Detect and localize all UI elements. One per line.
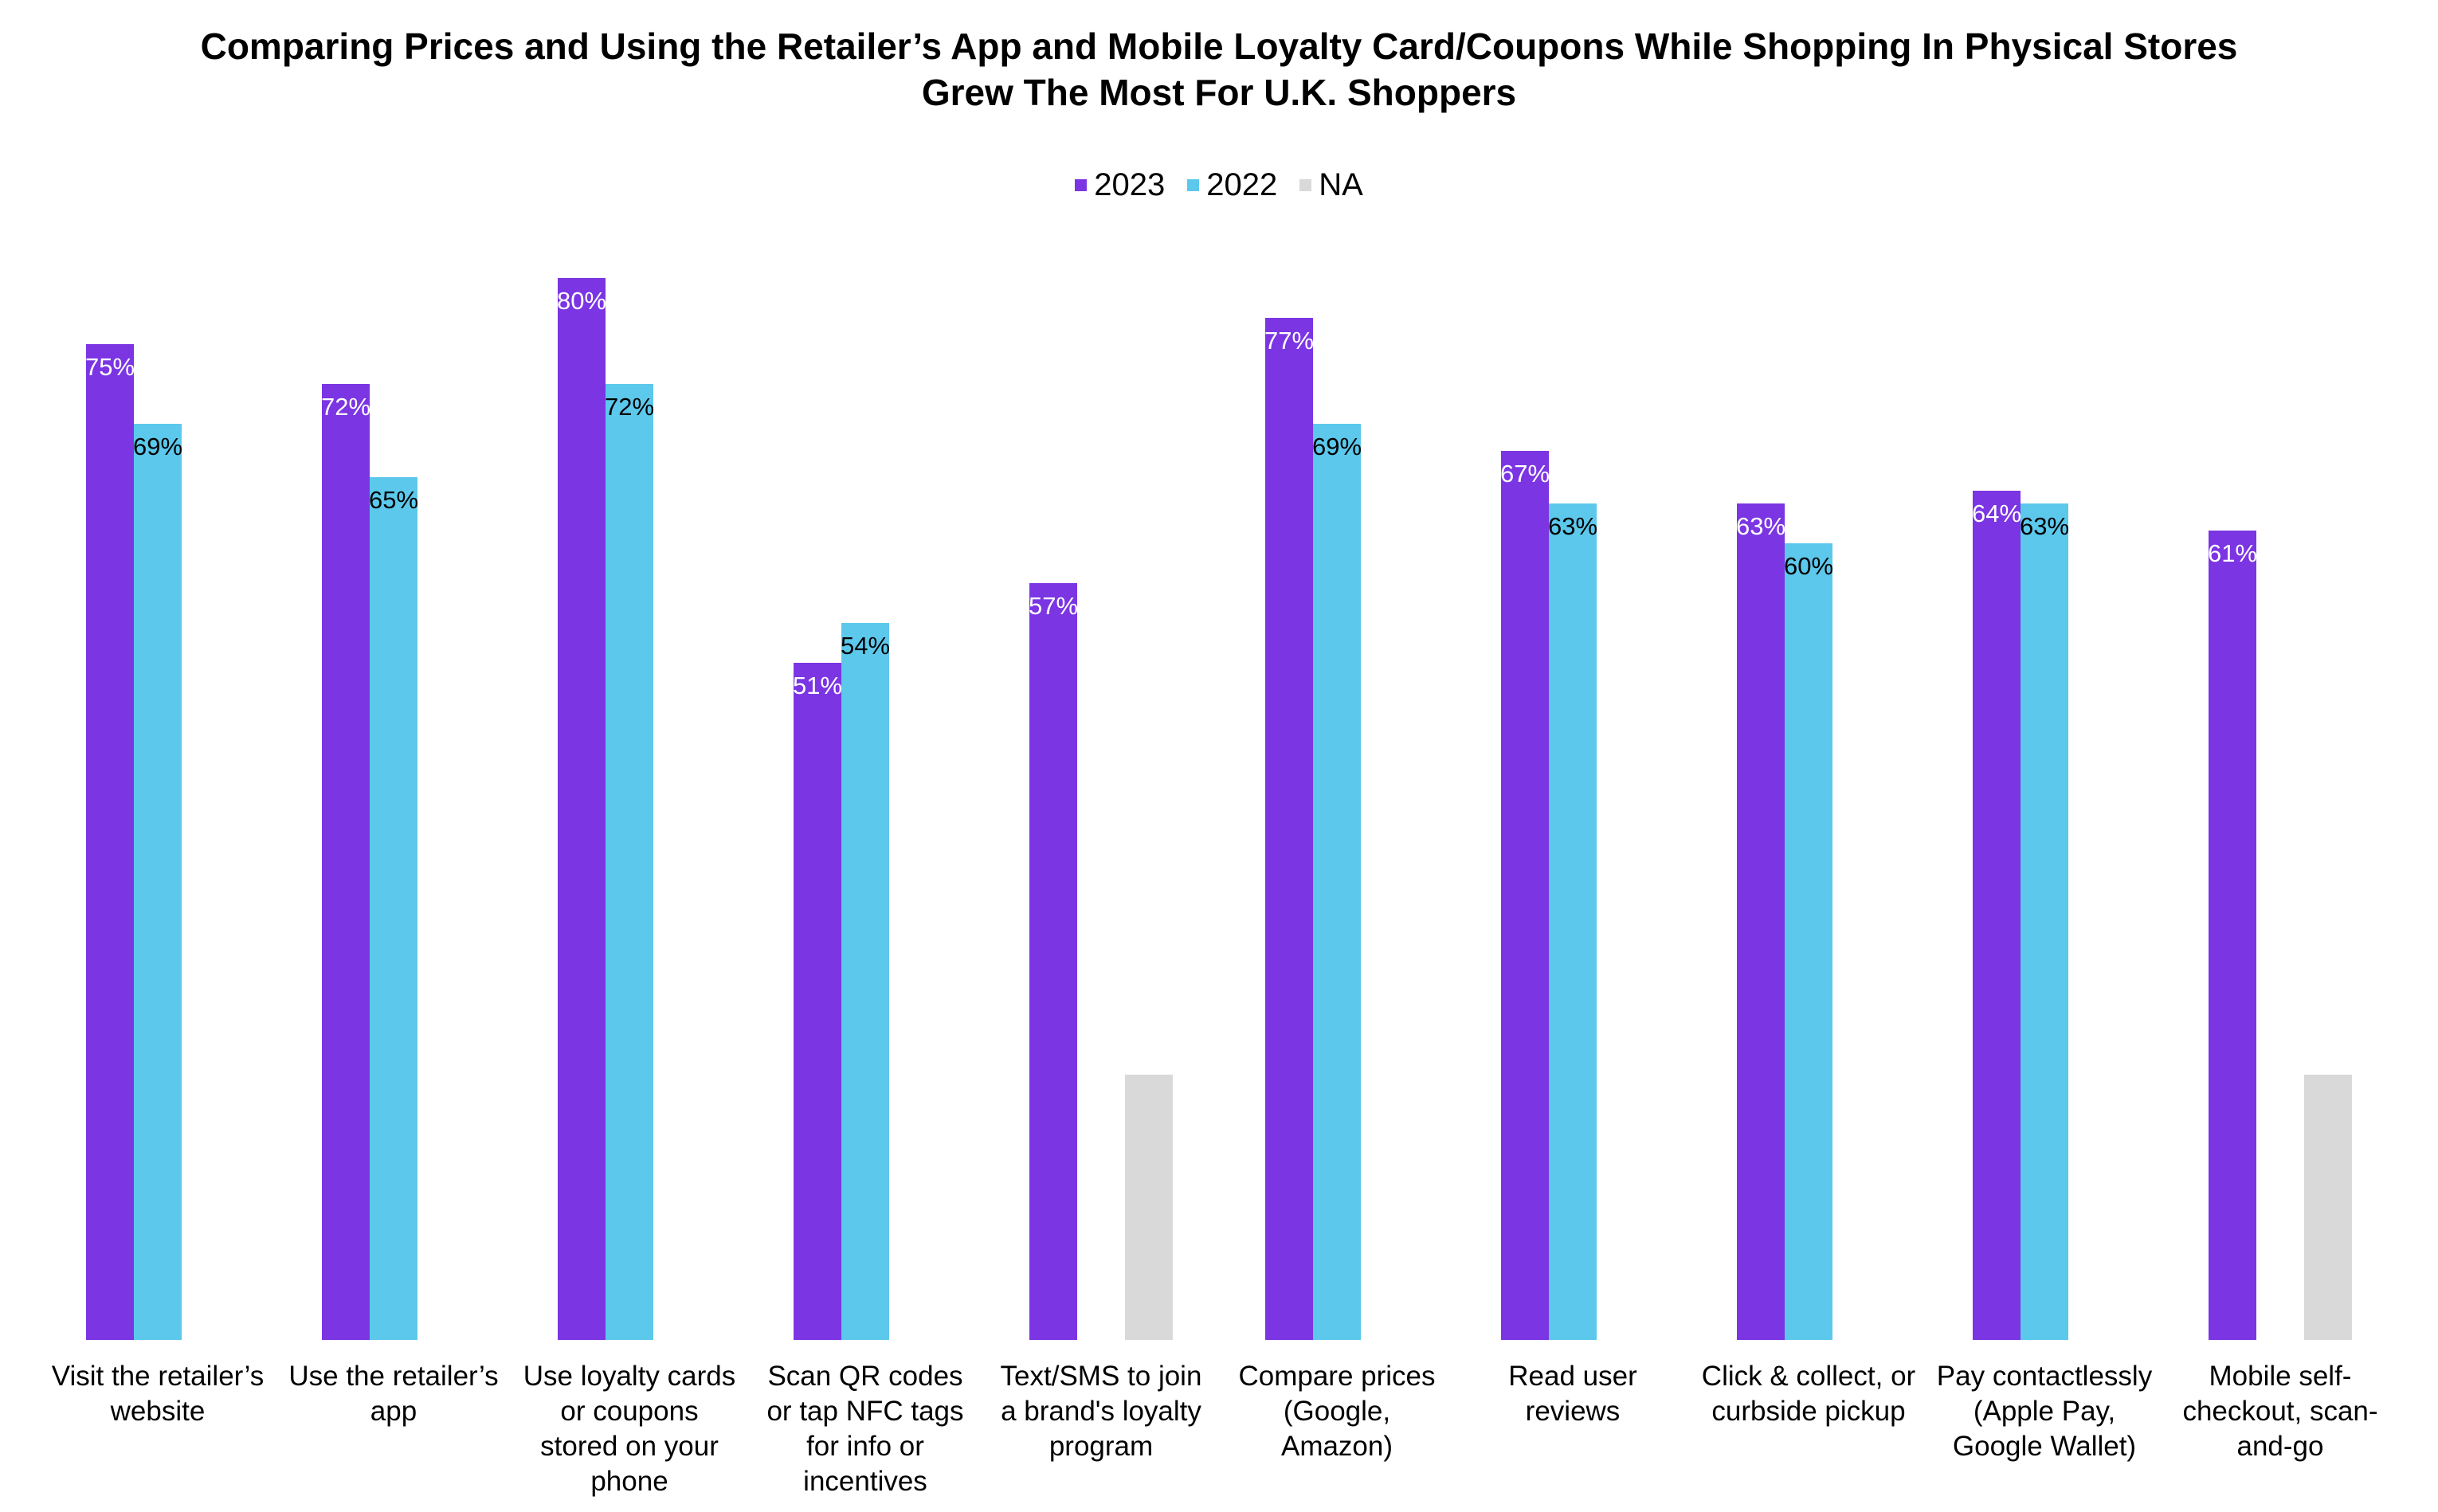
bar-2023-group6: 77% bbox=[1264, 318, 1315, 1340]
legend-swatch-2022 bbox=[1187, 179, 1200, 191]
bar-value-label: 60% bbox=[1783, 552, 1834, 580]
bar-group-7: 67% 63% bbox=[1455, 257, 1691, 1340]
category-label: Text/SMS to join a brand's loyalty progr… bbox=[1000, 1361, 1202, 1463]
legend-label: 2023 bbox=[1094, 167, 1166, 202]
bar-2023-group4: 51% bbox=[792, 663, 843, 1340]
category-label: Pay contactlessly (Apple Pay, Google Wal… bbox=[1936, 1361, 2153, 1463]
bar-2023-group3: 80% bbox=[556, 278, 607, 1340]
legend-label: NA bbox=[1319, 167, 1363, 202]
bar-value-label: 63% bbox=[2019, 512, 2070, 540]
bar-group-10: 61% bbox=[2162, 257, 2398, 1340]
category-axis: Visit the retailer’s website Use the reta… bbox=[40, 1359, 2398, 1499]
chart-title-line2: Grew The Most For U.K. Shoppers bbox=[921, 71, 1517, 113]
bar-value-label: 80% bbox=[556, 287, 607, 315]
bar-value-label: 67% bbox=[1499, 460, 1550, 488]
legend-swatch-na bbox=[1299, 179, 1312, 191]
legend-item-2023: 2023 bbox=[1075, 167, 1165, 203]
bar-value-label: 61% bbox=[2207, 539, 2258, 567]
bar-group-5: 57% bbox=[983, 257, 1219, 1340]
bar-value-label: 51% bbox=[792, 672, 843, 699]
plot-area: 75% 69% 72% 65% 80% 72% 51% 54% 57% 77% 69% 67% 63% 6… bbox=[40, 257, 2398, 1340]
legend-item-na: NA bbox=[1299, 167, 1363, 203]
legend-swatch-2023 bbox=[1075, 179, 1088, 191]
bar-value-label: 57% bbox=[1028, 592, 1079, 620]
bar-2023-group1: 75% bbox=[84, 344, 135, 1340]
bar-2022-group8: 60% bbox=[1783, 543, 1834, 1340]
category-label: Compare prices (Google, Amazon) bbox=[1238, 1361, 1436, 1463]
category-label: Scan QR codes or tap NFC tags for info o… bbox=[766, 1361, 964, 1498]
bar-value-label: 69% bbox=[132, 433, 183, 460]
category-label: Mobile self-checkout, scan-and-go bbox=[2182, 1361, 2378, 1463]
bar-value-label: 64% bbox=[1971, 499, 2022, 527]
bar-group-9: 64% 63% bbox=[1926, 257, 2162, 1340]
chart-legend: 2023 2022 NA bbox=[0, 167, 2438, 203]
legend-label: 2022 bbox=[1206, 167, 1278, 202]
bar-2022-group4: 54% bbox=[840, 623, 891, 1340]
bar-value-label: 75% bbox=[84, 353, 135, 381]
bar-value-label: 63% bbox=[1547, 512, 1598, 540]
category-label: Read user reviews bbox=[1508, 1361, 1637, 1428]
bar-value-label: 63% bbox=[1735, 512, 1786, 540]
bar-value-label: 54% bbox=[840, 632, 891, 660]
bar-2023-group10: 61% bbox=[2207, 531, 2258, 1340]
bar-value-label: 77% bbox=[1264, 327, 1315, 354]
bar-value-label: 72% bbox=[320, 393, 371, 421]
bar-value-label: 65% bbox=[368, 486, 419, 514]
category-label: Use loyalty cards or coupons stored on y… bbox=[523, 1361, 736, 1498]
bar-2023-group9: 64% bbox=[1971, 491, 2022, 1340]
category-label: Click & collect, or curbside pickup bbox=[1701, 1361, 1916, 1428]
bar-na-group5 bbox=[1125, 1075, 1173, 1340]
bar-2022-group7: 63% bbox=[1547, 503, 1598, 1340]
bar-group-2: 72% 65% bbox=[276, 257, 512, 1340]
bar-value-label: 69% bbox=[1311, 433, 1362, 460]
bar-2022-group9: 63% bbox=[2019, 503, 2070, 1340]
category-label: Visit the retailer’s website bbox=[51, 1361, 265, 1428]
category-label: Use the retailer’s app bbox=[288, 1361, 499, 1428]
bar-value-label: 72% bbox=[604, 393, 655, 421]
legend-item-2022: 2022 bbox=[1187, 167, 1277, 203]
bar-2023-group5: 57% bbox=[1028, 583, 1079, 1340]
bar-group-4: 51% 54% bbox=[747, 257, 983, 1340]
bar-2022-group3: 72% bbox=[604, 384, 655, 1340]
bar-group-1: 75% 69% bbox=[40, 257, 276, 1340]
bar-2022-group6: 69% bbox=[1311, 424, 1362, 1340]
bar-group-6: 77% 69% bbox=[1219, 257, 1455, 1340]
bar-2022-group1: 69% bbox=[132, 424, 183, 1340]
bar-2023-group7: 67% bbox=[1499, 451, 1550, 1340]
bar-2022-group2: 65% bbox=[368, 477, 419, 1340]
bar-2023-group8: 63% bbox=[1735, 503, 1786, 1340]
bar-group-8: 63% 60% bbox=[1691, 257, 1926, 1340]
bar-group-3: 80% 72% bbox=[512, 257, 747, 1340]
chart-title-line1: Comparing Prices and Using the Retailer’… bbox=[200, 25, 2238, 67]
bar-na-group10 bbox=[2304, 1075, 2352, 1340]
chart-title: Comparing Prices and Using the Retailer’… bbox=[0, 24, 2438, 116]
bar-2023-group2: 72% bbox=[320, 384, 371, 1340]
